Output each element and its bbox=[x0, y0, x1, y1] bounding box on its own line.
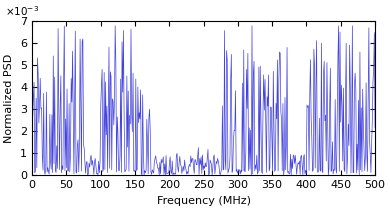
Text: $\times 10^{-3}$: $\times 10^{-3}$ bbox=[5, 5, 39, 18]
X-axis label: Frequency (MHz): Frequency (MHz) bbox=[156, 196, 250, 206]
Y-axis label: Normalized PSD: Normalized PSD bbox=[4, 54, 14, 143]
